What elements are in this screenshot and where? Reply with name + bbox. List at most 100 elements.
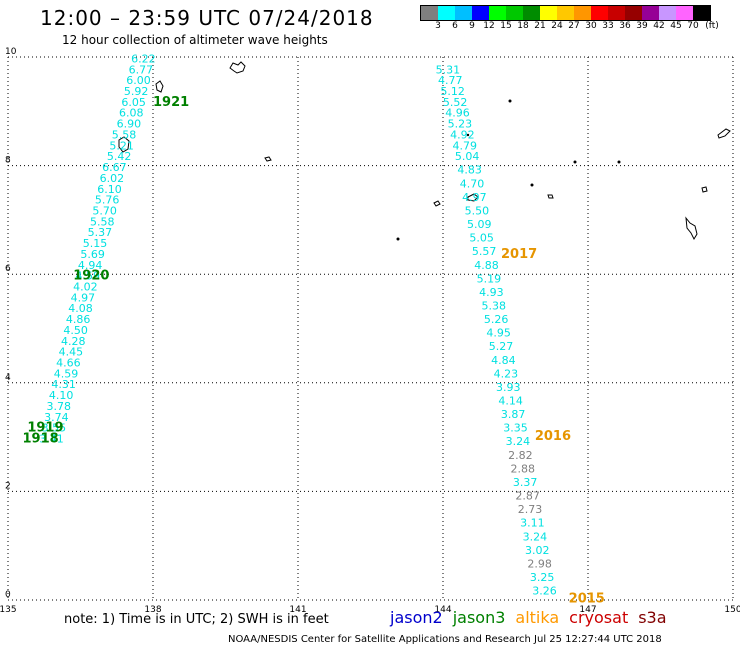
- wave-height-value: 4.66: [56, 357, 81, 370]
- island-outline: [467, 193, 479, 202]
- color-scale-label: 27: [568, 21, 580, 31]
- wave-height-value: 3.02: [525, 544, 550, 557]
- satellite-name: altika: [515, 608, 560, 627]
- color-scale-label: 30: [585, 21, 597, 31]
- lon-tick-label: 144: [434, 605, 451, 615]
- wave-height-value: 4.84: [491, 354, 516, 367]
- wave-height-value: 4.28: [61, 335, 86, 348]
- wave-height-value: 2.87: [515, 490, 540, 503]
- small-islands: [396, 99, 621, 241]
- island-outlines: [118, 61, 731, 241]
- island-outline: [717, 128, 731, 139]
- wave-height-value: 5.38: [482, 299, 507, 312]
- wave-height-value: 5.21: [109, 139, 134, 152]
- color-swatch: [455, 6, 472, 20]
- page-subtitle: 12 hour collection of altimeter wave hei…: [62, 33, 328, 47]
- island-outline: [118, 136, 130, 153]
- island-dot: [617, 160, 621, 164]
- color-swatch: [523, 6, 540, 20]
- color-swatch: [608, 6, 625, 20]
- wave-height-value: 4.79: [453, 139, 478, 152]
- pass-time-label: 2015: [569, 592, 605, 607]
- wave-height-value: 5.12: [440, 85, 465, 98]
- color-scale-label: 3: [435, 21, 441, 31]
- wave-height-value: 3.87: [501, 408, 526, 421]
- wave-height-value: 6.67: [102, 161, 127, 174]
- wave-height-value: 4.59: [54, 367, 79, 380]
- footer-note: note: 1) Time is in UTC; 2) SWH is in fe…: [64, 612, 329, 627]
- island-dot: [530, 183, 534, 187]
- island-dot: [573, 160, 577, 164]
- wave-height-value: 5.70: [92, 204, 117, 217]
- color-swatch: [693, 6, 710, 20]
- credit-line: NOAA/NESDIS Center for Satellite Applica…: [228, 634, 662, 645]
- wave-height-value: 3.78: [47, 400, 72, 413]
- wave-height-value: 5.15: [83, 237, 108, 250]
- color-scale-label: 33: [602, 21, 614, 31]
- wave-height-value: 2.98: [527, 557, 552, 570]
- satellite-legend: jason2 jason3 altika cryosat s3a: [390, 608, 677, 627]
- color-swatch: [676, 6, 693, 20]
- color-swatch: [489, 6, 506, 20]
- color-scale-label: 39: [636, 21, 648, 31]
- color-scale-label: 24: [551, 21, 563, 31]
- wave-height-value: 6.05: [121, 96, 146, 109]
- wave-height-value: 3.37: [513, 476, 538, 489]
- wave-height-value: 3.55: [42, 422, 67, 435]
- island-outline: [155, 80, 164, 93]
- color-scale-label: 21: [534, 21, 546, 31]
- island-outline: [229, 61, 246, 74]
- island-dot: [466, 133, 470, 137]
- color-swatch: [574, 6, 591, 20]
- wave-height-value: 6.00: [126, 74, 151, 87]
- wave-height-value: 6.22: [131, 52, 156, 65]
- island-outline: [701, 186, 708, 193]
- wave-height-value: 6.77: [129, 63, 154, 76]
- wave-height-value: 5.04: [455, 150, 480, 163]
- color-swatch: [421, 6, 438, 20]
- lon-tick-label: 150: [724, 605, 740, 615]
- color-scale-label: 42: [653, 21, 665, 31]
- color-scale-bar: [420, 5, 711, 21]
- wave-height-value: 6.10: [97, 183, 122, 196]
- wave-height-value: 4.08: [68, 302, 93, 315]
- wave-height-value: 3.25: [530, 571, 555, 584]
- wave-height-value: 4.23: [494, 367, 519, 380]
- wave-height-value: 3.24: [523, 530, 548, 543]
- wave-height-value: 3.93: [496, 381, 521, 394]
- altimeter-track: 6.226.776.005.926.056.086.905.585.215.42…: [23, 52, 190, 446]
- wave-height-value: 5.26: [484, 313, 509, 326]
- wave-height-value: 4.02: [73, 280, 98, 293]
- lat-tick-label: 8: [5, 156, 11, 166]
- wave-height-value: 3.26: [532, 585, 557, 598]
- wave-height-value: 4.83: [457, 164, 482, 177]
- color-swatch: [642, 6, 659, 20]
- wave-height-value: 4.59: [76, 270, 101, 283]
- color-scale-label: 6: [452, 21, 458, 31]
- color-swatch: [540, 6, 557, 20]
- color-swatch: [438, 6, 455, 20]
- wave-height-value: 3.41: [39, 433, 64, 446]
- color-scale-label: 36: [619, 21, 631, 31]
- wave-height-value: 4.77: [438, 74, 463, 87]
- wave-height-value: 5.92: [124, 85, 149, 98]
- map-axis-labels: 135 138 141 144 147 150 0 2 4 6 8 10: [0, 47, 740, 615]
- wave-height-value: 4.94: [78, 259, 103, 272]
- wave-height-value: 5.76: [95, 194, 120, 207]
- wave-height-value: 4.93: [479, 286, 504, 299]
- color-scale-label: 70: [687, 21, 699, 31]
- wave-height-value: 4.10: [49, 389, 74, 402]
- pass-time-label: 2016: [535, 429, 571, 444]
- wave-height-value: 5.23: [448, 118, 473, 131]
- lon-tick-label: 135: [0, 605, 17, 615]
- lat-tick-label: 6: [5, 264, 11, 274]
- altimeter-track: 5.314.775.125.524.965.234.924.795.044.83…: [436, 63, 605, 606]
- wave-height-value: 4.88: [474, 259, 499, 272]
- satellite-name: cryosat: [569, 608, 629, 627]
- island-dot: [508, 99, 512, 103]
- wave-height-value: 3.35: [503, 422, 528, 435]
- wave-height-value: 5.69: [80, 248, 105, 261]
- wave-height-value: 5.42: [107, 150, 132, 163]
- island-outline: [547, 194, 554, 199]
